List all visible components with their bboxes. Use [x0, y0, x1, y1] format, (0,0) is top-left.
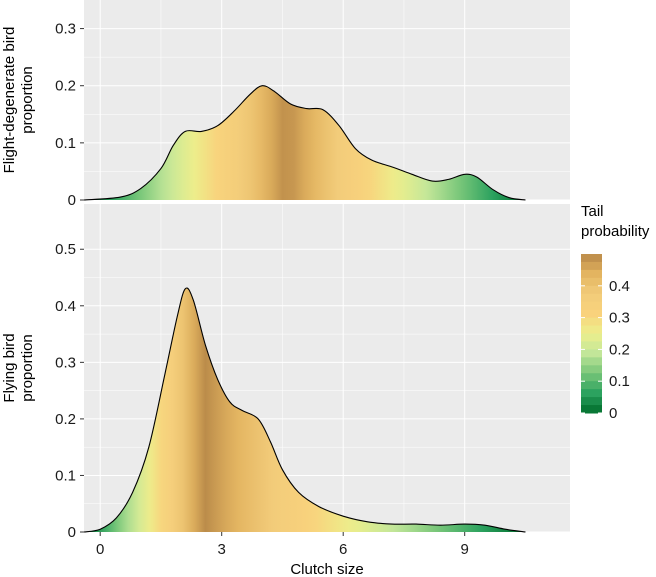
legend-tick-label: 0.4: [609, 278, 630, 295]
y-axis-title-line: proportion: [19, 334, 36, 402]
top-panel: 0 0.1 0.2 0.3 Flight-degenerate birdproporti…: [1, 0, 570, 209]
legend-band: [581, 261, 602, 271]
legend-band: [581, 309, 602, 319]
legend-band: [581, 373, 602, 382]
y-tick-label: 0.5: [55, 241, 76, 258]
legend-tick-label: 0: [609, 405, 617, 422]
x-axis-title: Clutch size: [290, 561, 363, 577]
legend-band: [581, 405, 602, 414]
legend-tick-label: 0.1: [609, 373, 630, 390]
density-area: [84, 287, 526, 532]
legend-band: [581, 397, 602, 406]
density-curve: [83, 287, 526, 533]
legend-band: [581, 317, 602, 327]
legend-band: [581, 365, 602, 374]
legend-band: [581, 389, 602, 398]
y-tick-label: 0.3: [55, 21, 76, 38]
legend-title-line: Tail: [581, 203, 604, 220]
legend-band: [581, 301, 602, 311]
x-tick-label: 9: [461, 541, 469, 558]
y-tick-label: 0: [68, 524, 76, 541]
legend-band: [581, 293, 602, 303]
y-tick-label: 0.3: [55, 354, 76, 371]
legend-band: [581, 333, 602, 342]
y-axis-title-line: Flying bird: [1, 333, 18, 402]
legend-title-line: probability: [581, 223, 650, 240]
y-tick-label: 0.4: [55, 298, 76, 315]
legend-band: [581, 341, 602, 350]
legend-band: [581, 277, 602, 287]
legend-band: [581, 254, 602, 263]
legend-band: [581, 357, 602, 366]
y-tick-label: 0.2: [55, 78, 76, 95]
bottom-panel: 0 0.1 0.2 0.3 0.4 0.5 Flying birdproportion 0 3 6…: [1, 204, 570, 577]
y-tick-label: 0.1: [55, 467, 76, 484]
x-tick-label: 6: [339, 541, 347, 558]
legend-band: [581, 349, 602, 358]
x-tick-label: 3: [218, 541, 226, 558]
y-tick-label: 0.1: [55, 135, 76, 152]
legend-band: [581, 285, 602, 295]
y-axis-title-line: Flight-degenerate bird: [1, 27, 18, 174]
legend-band: [581, 325, 602, 334]
legend-tick-label: 0.2: [609, 341, 630, 358]
x-tick-label: 0: [96, 541, 104, 558]
y-tick-label: 0.2: [55, 411, 76, 428]
density-curve: [83, 85, 526, 201]
y-axis-title-line: proportion: [19, 66, 36, 134]
legend: Tail probability 0 0.1 0.2 0.3 0.4: [581, 203, 650, 422]
y-axis-title: Flying birdproportion: [1, 333, 36, 402]
legend-band: [581, 381, 602, 390]
legend-band: [581, 269, 602, 279]
density-area: [84, 85, 526, 200]
y-axis-title: Flight-degenerate birdproportion: [1, 27, 36, 174]
legend-tick-label: 0.3: [609, 310, 630, 327]
y-tick-label: 0: [68, 192, 76, 209]
